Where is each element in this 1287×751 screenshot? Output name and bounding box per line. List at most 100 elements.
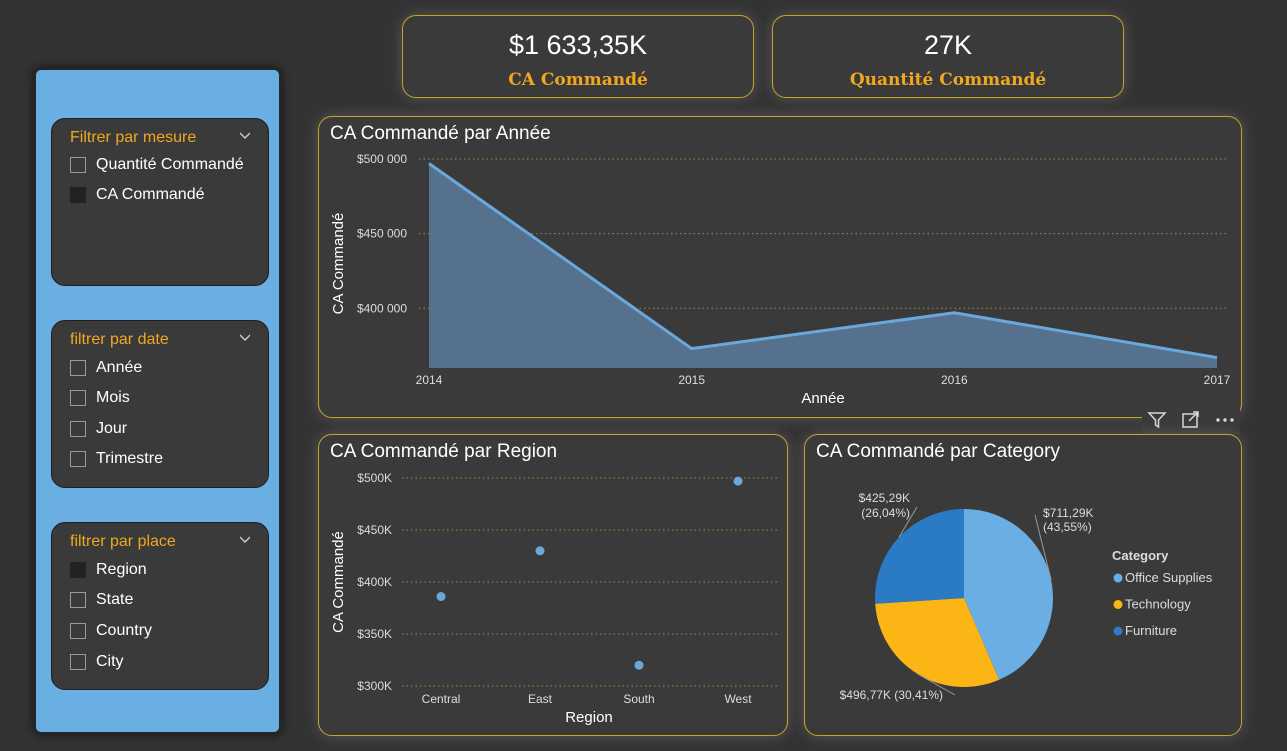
kpi-label: Quantité Commandé xyxy=(849,70,1047,90)
option-label: Quantité Commandé xyxy=(96,156,244,173)
leader-line xyxy=(917,673,956,696)
y-tick-label: $500 000 xyxy=(357,152,407,166)
option-label: City xyxy=(96,653,124,670)
x-tick-label: 2017 xyxy=(1204,373,1231,387)
leader-line xyxy=(898,506,918,538)
slicer-option[interactable]: Jour xyxy=(70,419,127,439)
scatter-point xyxy=(535,546,545,556)
legend-entry: Office Supplies xyxy=(1125,570,1213,585)
more-options-icon[interactable] xyxy=(1214,409,1236,431)
x-tick-label: East xyxy=(528,692,553,706)
y-tick-label: $500K xyxy=(357,471,392,485)
checkbox[interactable] xyxy=(70,390,86,406)
filter-icon[interactable] xyxy=(1146,409,1168,431)
area-chart: $400 000 $450 000 $500 000 2014 2015 2016 2017… xyxy=(330,152,1231,407)
series-line xyxy=(428,162,1218,360)
y-axis-label: CA Commandé xyxy=(330,531,347,633)
x-tick-label: South xyxy=(623,692,654,706)
slicer-option[interactable]: City xyxy=(70,652,124,672)
chevron-down-icon[interactable] xyxy=(240,535,250,545)
slicer-title: Filtrer par mesure xyxy=(70,129,197,146)
slicer-title: filtrer par date xyxy=(70,331,169,348)
x-tick-label: 2014 xyxy=(416,373,443,387)
option-label: Region xyxy=(96,561,147,578)
option-label: Country xyxy=(96,622,153,639)
x-axis-label: Region xyxy=(565,709,613,726)
checkbox[interactable] xyxy=(70,562,86,578)
scatter-chart: $300K $350K $400K $450K $500K Central East Sout… xyxy=(330,471,777,726)
data-label: $711,29K xyxy=(1043,506,1094,520)
focus-mode-icon[interactable] xyxy=(1180,409,1202,431)
slicer-option[interactable]: Trimestre xyxy=(70,449,163,469)
chart-title: CA Commandé par Region xyxy=(330,441,558,462)
option-label: Trimestre xyxy=(96,450,163,467)
leader-line xyxy=(1034,514,1052,581)
data-label: $425,29K xyxy=(859,491,910,505)
scatter-point xyxy=(634,660,644,670)
x-tick-label: West xyxy=(724,692,752,706)
checkbox[interactable] xyxy=(70,157,86,173)
y-tick-label: $300K xyxy=(357,679,392,693)
checkbox[interactable] xyxy=(70,654,86,670)
y-tick-label: $450 000 xyxy=(357,227,407,241)
chart-title: CA Commandé par Année xyxy=(330,123,551,144)
pie-slice xyxy=(875,598,1000,687)
kpi-value: $1 633,35K xyxy=(508,30,648,60)
legend-entry: Furniture xyxy=(1125,623,1177,638)
kpi-card-ca: $1 633,35K CA Commandé xyxy=(402,15,754,98)
chevron-down-icon[interactable] xyxy=(240,333,250,343)
y-tick-label: $350K xyxy=(357,627,392,641)
slicer-option[interactable]: CA Commandé xyxy=(70,185,205,205)
filter-sidebar: Filtrer par mesure Quantité Commandé CA … xyxy=(33,67,282,735)
scatter-point xyxy=(436,592,446,602)
checkbox[interactable] xyxy=(70,187,86,203)
y-tick-label: $450K xyxy=(357,523,392,537)
pie-slice xyxy=(875,509,964,604)
scatter-point xyxy=(733,476,743,486)
x-tick-label: Central xyxy=(422,692,461,706)
legend-marker xyxy=(1113,626,1123,636)
slicer-option[interactable]: Region xyxy=(70,560,147,580)
chart-title: CA Commandé par Category xyxy=(816,441,1060,462)
checkbox[interactable] xyxy=(70,623,86,639)
chart-card-region[interactable]: CA Commandé par Region $300K $350K $400K $4… xyxy=(318,434,788,736)
slicer-option[interactable]: Année xyxy=(70,358,142,378)
data-label: $496,77K (30,41%) xyxy=(840,688,943,702)
kpi-value: 27K xyxy=(923,30,973,60)
option-label: Jour xyxy=(96,420,128,437)
slicer-title: filtrer par place xyxy=(70,533,176,550)
kpi-label: CA Commandé xyxy=(508,70,648,90)
option-label: CA Commandé xyxy=(96,186,205,203)
checkbox[interactable] xyxy=(70,451,86,467)
chart-card-annee[interactable]: CA Commandé par Année $400 000 $450 000 $5… xyxy=(318,116,1242,418)
slicer-option[interactable]: State xyxy=(70,590,133,610)
data-label: (43,55%) xyxy=(1043,520,1092,534)
slicer-place: filtrer par place Region State Country C… xyxy=(51,522,269,690)
x-tick-label: 2015 xyxy=(678,373,705,387)
checkbox[interactable] xyxy=(70,421,86,437)
chevron-down-icon[interactable] xyxy=(240,131,250,141)
legend-title: Category xyxy=(1112,548,1169,563)
data-label: (26,04%) xyxy=(861,506,910,520)
slicer-date: filtrer par date Année Mois Jour Trimest… xyxy=(51,320,269,488)
option-label: State xyxy=(96,591,134,608)
slicer-option[interactable]: Quantité Commandé xyxy=(70,155,244,175)
slicer-option[interactable]: Mois xyxy=(70,388,130,408)
x-tick-label: 2016 xyxy=(941,373,968,387)
pie-chart: $711,29K(43,55%) $496,77K (30,41%) $425,29… xyxy=(840,491,1213,702)
legend-marker xyxy=(1113,600,1123,609)
checkbox[interactable] xyxy=(70,360,86,376)
legend-entry: Technology xyxy=(1125,597,1191,612)
y-tick-label: $400K xyxy=(357,575,392,589)
slicer-measure: Filtrer par mesure Quantité Commandé CA … xyxy=(51,118,269,286)
option-label: Mois xyxy=(96,389,130,406)
legend-marker xyxy=(1113,573,1123,583)
checkbox[interactable] xyxy=(70,592,86,608)
option-label: Année xyxy=(96,359,143,376)
chart-card-category[interactable]: CA Commandé par Category $711,29K (43,55%… xyxy=(804,434,1242,736)
slicer-option[interactable]: Country xyxy=(70,621,152,641)
y-axis-label: CA Commandé xyxy=(330,213,347,315)
pie-slice xyxy=(964,509,1053,680)
visual-header xyxy=(1142,406,1240,434)
x-axis-label: Année xyxy=(801,390,844,407)
